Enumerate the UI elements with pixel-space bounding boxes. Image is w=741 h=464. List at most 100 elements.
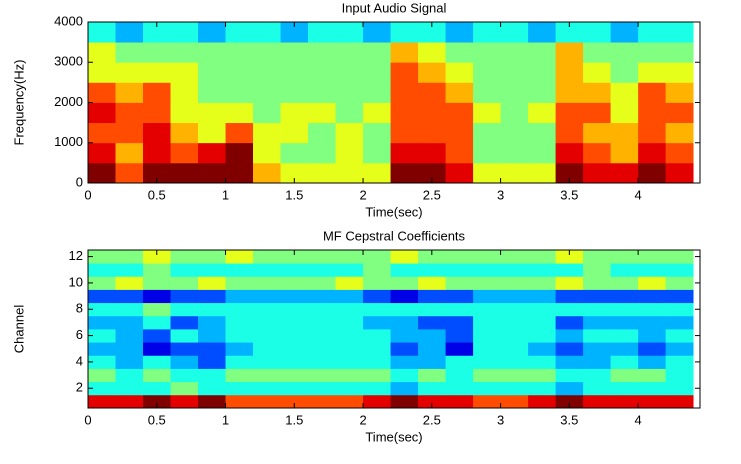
heat-cell — [638, 22, 667, 43]
heat-cell — [363, 82, 391, 103]
y-axis-label: Frequency(Hz) — [11, 60, 26, 146]
heat-cell — [225, 142, 254, 164]
heat-cell — [253, 62, 281, 83]
heat-cell — [363, 368, 391, 383]
heat-cell — [253, 42, 281, 63]
heat-cell — [665, 342, 694, 356]
heat-cell — [473, 315, 501, 330]
heat-cell — [638, 122, 667, 144]
heat-cell — [555, 355, 584, 369]
heat-cell — [225, 276, 254, 290]
heat-cell — [88, 394, 116, 409]
heat-cell — [473, 329, 501, 343]
heat-cell — [88, 250, 116, 264]
heat-cell — [363, 355, 391, 369]
heat-cell — [363, 250, 391, 264]
heat-cell — [500, 250, 529, 264]
heat-cell — [88, 329, 116, 343]
heat-cell — [445, 142, 474, 164]
heat-cell — [528, 381, 556, 396]
heat-cell — [445, 355, 474, 369]
x-tick-label: 1.5 — [285, 412, 303, 427]
heat-cell — [115, 289, 144, 304]
heat-cell — [115, 142, 144, 164]
heat-cell — [445, 289, 474, 304]
heat-cell — [115, 329, 144, 343]
heat-cell — [88, 342, 116, 356]
heat-cell — [445, 263, 474, 277]
heat-cell — [308, 263, 336, 277]
heat-cell — [610, 368, 639, 383]
heat-cell — [363, 276, 391, 290]
heat-cell — [225, 381, 254, 396]
heat-cell — [280, 162, 309, 184]
heat-cell — [335, 329, 364, 343]
heat-cell — [115, 102, 144, 124]
heat-cell — [253, 22, 281, 43]
heat-cell — [253, 342, 281, 356]
heat-cell — [555, 22, 584, 43]
heat-cell — [225, 250, 254, 264]
heat-cell — [143, 250, 171, 264]
heat-cell — [143, 102, 171, 124]
heat-cell — [390, 42, 419, 63]
heat-cell — [583, 250, 612, 264]
heat-cell — [445, 315, 474, 330]
heat-cell — [390, 394, 419, 409]
heat-cell — [583, 142, 612, 164]
heat-cell — [665, 122, 694, 144]
y-tick-label: 2 — [76, 380, 83, 395]
heat-cell — [170, 22, 199, 43]
heat-cell — [473, 62, 501, 83]
heat-cell — [170, 142, 199, 164]
heat-cell — [253, 394, 281, 409]
heat-cell — [528, 162, 556, 184]
x-tick-label: 1 — [222, 412, 229, 427]
heat-cell — [418, 22, 446, 43]
heat-cell — [143, 142, 171, 164]
heat-cell — [308, 102, 336, 124]
heat-cell — [280, 102, 309, 124]
heat-cell — [665, 62, 694, 83]
heat-cell — [253, 250, 281, 264]
heat-cell — [390, 276, 419, 290]
heat-cell — [308, 368, 336, 383]
heat-cell — [115, 381, 144, 396]
heat-cell — [555, 329, 584, 343]
heat-cell — [473, 82, 501, 103]
heat-cell — [88, 122, 116, 144]
heat-cell — [88, 355, 116, 369]
heat-cell — [610, 381, 639, 396]
heat-cell — [363, 122, 391, 144]
heat-cell — [115, 302, 144, 317]
heat-cell — [363, 42, 391, 63]
heat-cell — [445, 394, 474, 409]
y-tick-label: 2000 — [54, 94, 83, 109]
heat-cell — [253, 142, 281, 164]
heat-cell — [335, 289, 364, 304]
chart-title: MF Cepstral Coefficients — [323, 228, 466, 243]
y-tick-label: 0 — [76, 174, 83, 189]
heat-cell — [198, 342, 226, 356]
heat-cell — [610, 289, 639, 304]
heat-cell — [170, 289, 199, 304]
heat-cell — [225, 315, 254, 330]
heat-cell — [500, 82, 529, 103]
heat-cell — [418, 250, 446, 264]
heat-cell — [445, 42, 474, 63]
heat-cell — [418, 62, 446, 83]
heat-cell — [115, 82, 144, 103]
heat-cell — [473, 263, 501, 277]
heat-cell — [115, 250, 144, 264]
heat-cell — [418, 42, 446, 63]
heat-cell — [390, 250, 419, 264]
heat-cell — [170, 342, 199, 356]
heat-cell — [583, 289, 612, 304]
heat-cell — [335, 102, 364, 124]
heat-cell — [445, 381, 474, 396]
heat-cell — [528, 394, 556, 409]
heat-cell — [473, 276, 501, 290]
heat-cell — [418, 394, 446, 409]
heat-cell — [610, 42, 639, 63]
heat-cell — [335, 381, 364, 396]
